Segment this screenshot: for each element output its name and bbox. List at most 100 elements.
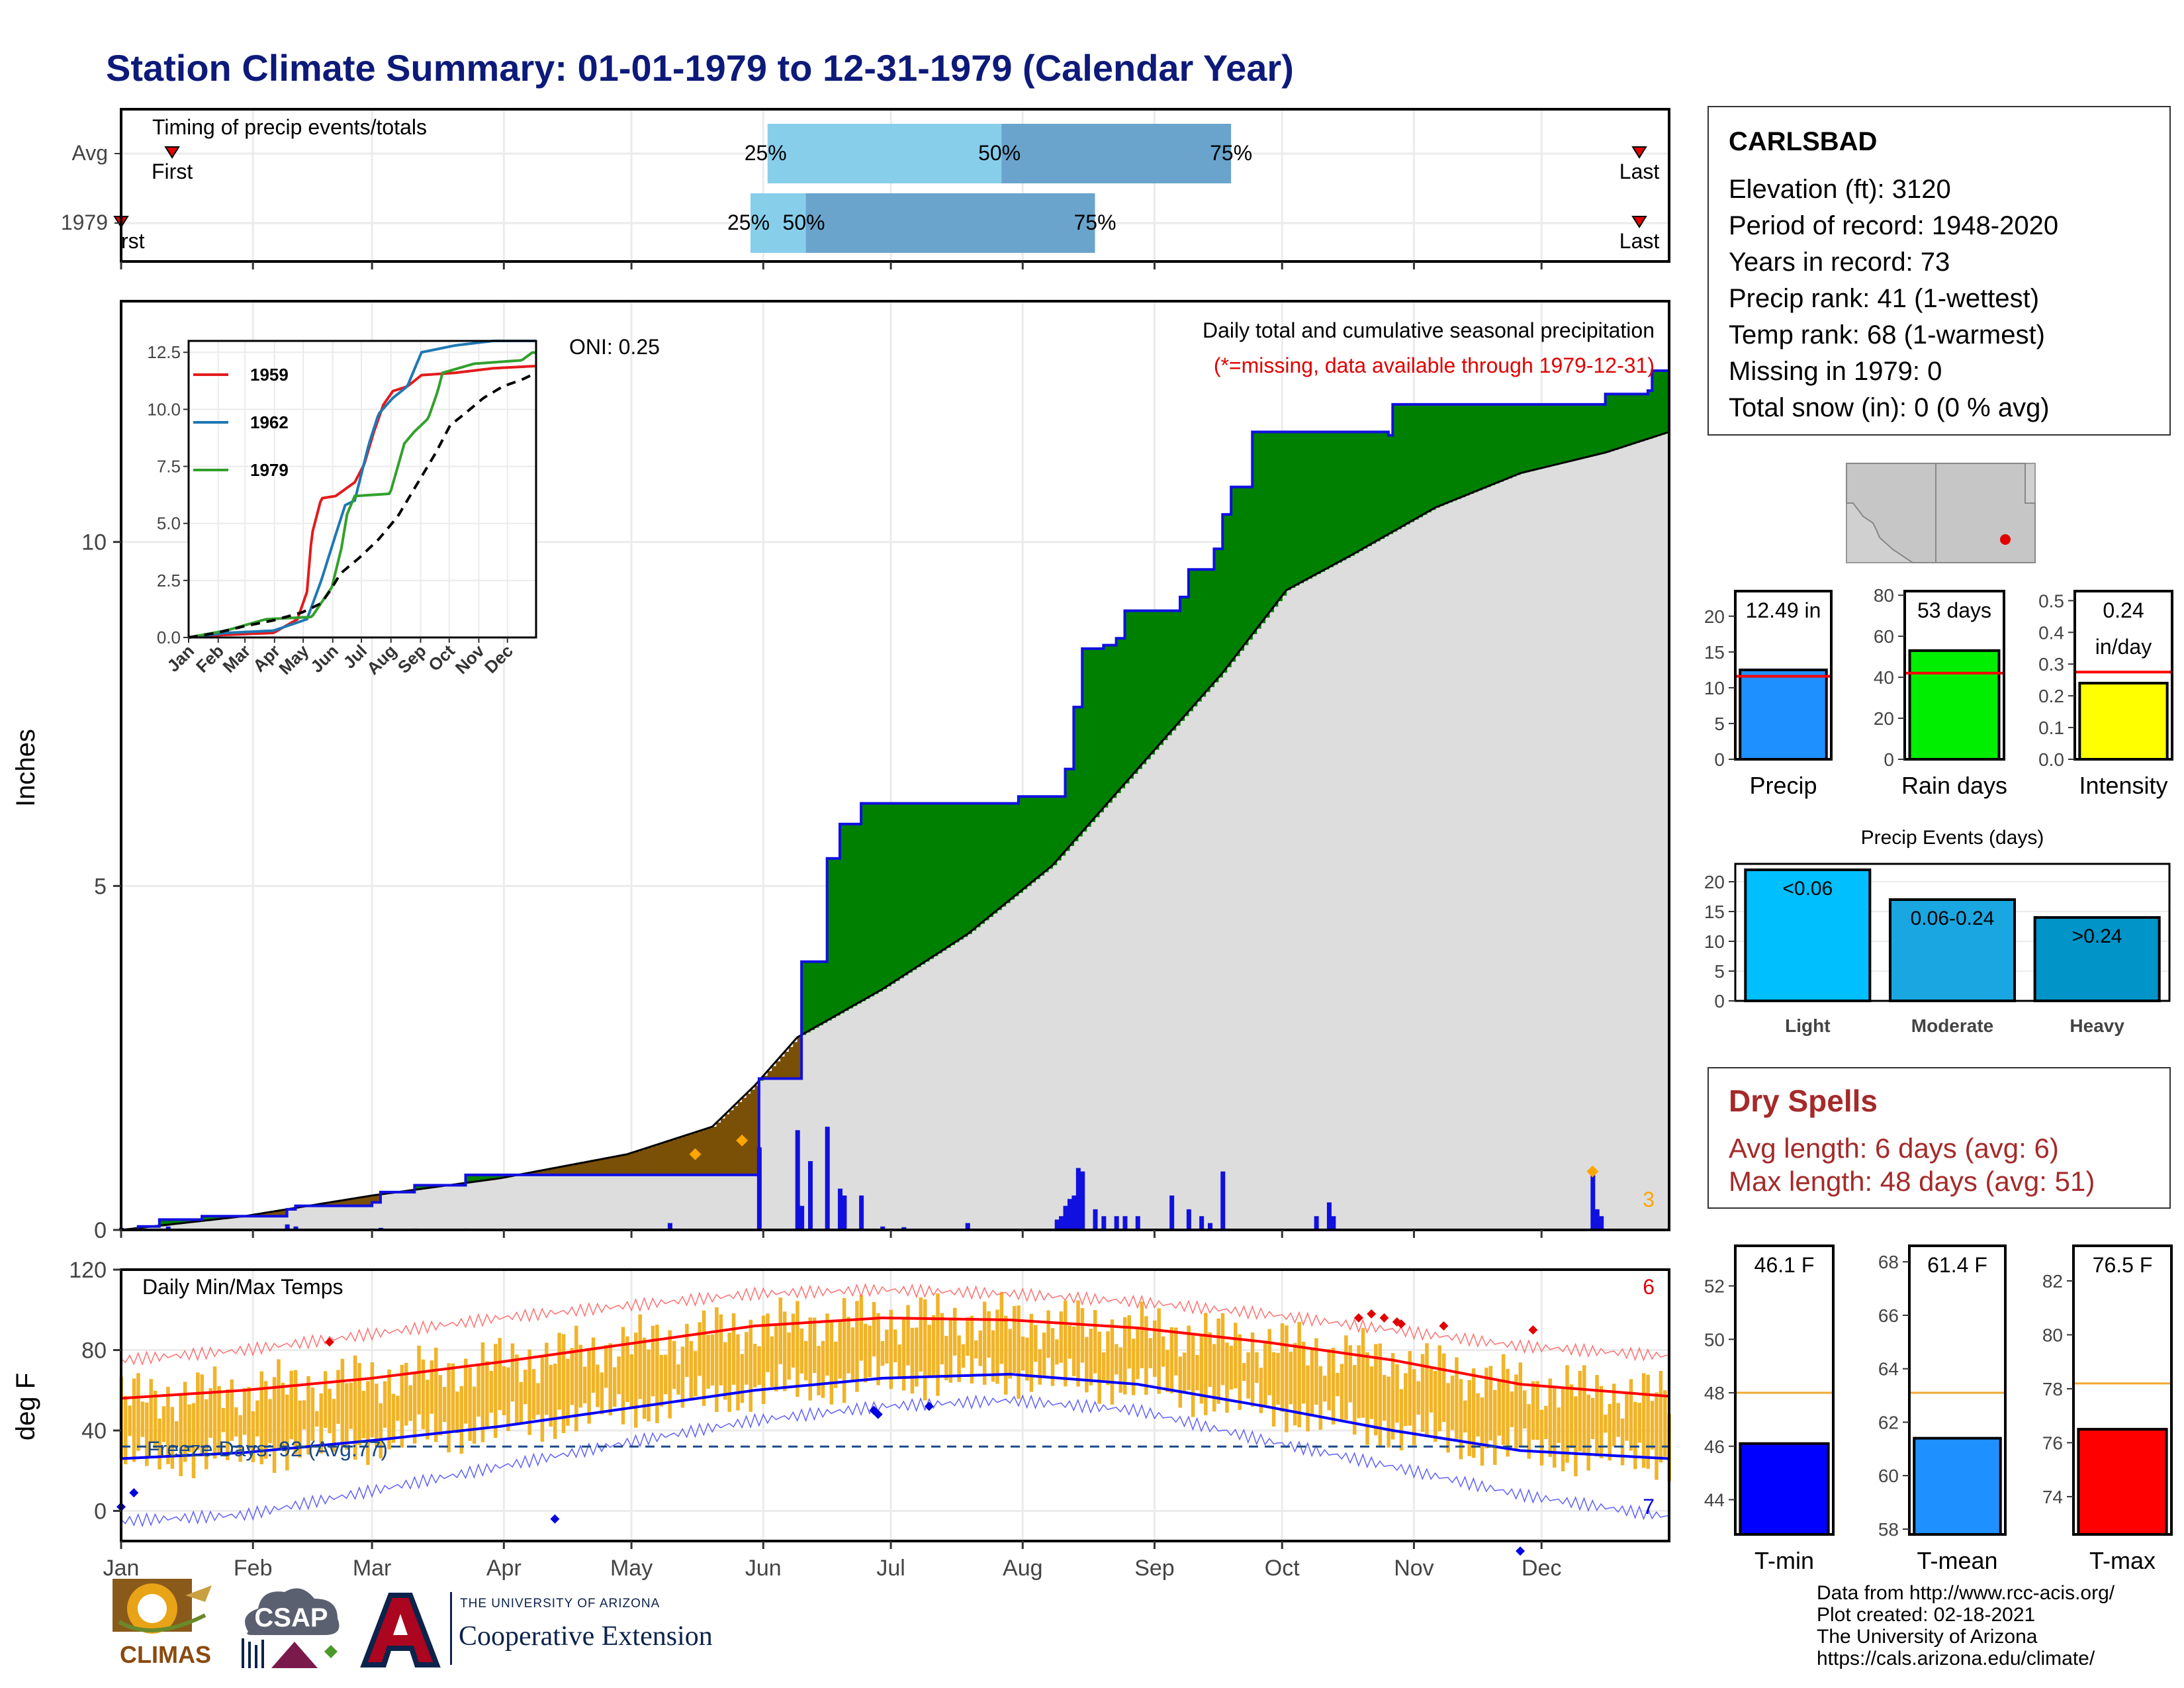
deficit-band bbox=[614, 1156, 619, 1175]
credits: Data from http://www.rcc-acis.org/ Plot … bbox=[1817, 1582, 2115, 1669]
daily-temp-range-bar bbox=[948, 1318, 953, 1383]
surplus-band bbox=[1298, 432, 1304, 584]
surplus-band bbox=[1222, 514, 1228, 673]
events-y-tick-label: 15 bbox=[1704, 902, 1725, 922]
surplus-band bbox=[1061, 796, 1066, 856]
daily-temp-range-bar bbox=[510, 1343, 515, 1402]
temps-y-tick-label: 80 bbox=[81, 1338, 107, 1363]
daily-temp-range-bar bbox=[1463, 1400, 1467, 1433]
daily-temp-range-bar bbox=[498, 1338, 502, 1411]
daily-temp-range-bar bbox=[952, 1307, 957, 1356]
daily-temp-range-bar bbox=[774, 1324, 778, 1391]
daily-temp-range-bar bbox=[1115, 1344, 1118, 1375]
surplus-band bbox=[1175, 610, 1181, 726]
surplus-band bbox=[1095, 648, 1100, 818]
tmin_bar-y-tick-label: 52 bbox=[1704, 1276, 1725, 1297]
surplus-band bbox=[1545, 404, 1551, 467]
daily-temp-range-bar bbox=[944, 1336, 948, 1381]
daily-temp-range-bar bbox=[179, 1394, 183, 1477]
deficit-band bbox=[674, 1139, 679, 1175]
daily-temp-range-bar bbox=[1599, 1385, 1604, 1458]
surplus-band bbox=[1205, 569, 1210, 692]
surplus-band bbox=[852, 823, 858, 1006]
daily-temp-range-bar bbox=[876, 1313, 880, 1385]
daily-temp-range-bar bbox=[1059, 1311, 1064, 1363]
timing-label-25: 25% bbox=[745, 141, 787, 165]
tmax_bar-category-label: T-max bbox=[2089, 1547, 2156, 1574]
surplus-band bbox=[210, 1216, 215, 1220]
surplus-band bbox=[997, 803, 1002, 910]
daily-temp-range-bar bbox=[1633, 1401, 1637, 1470]
deficit-band bbox=[797, 1037, 802, 1079]
surplus-band bbox=[1367, 432, 1372, 546]
daily-temp-range-bar bbox=[791, 1313, 796, 1368]
surplus-band bbox=[423, 1185, 428, 1189]
deficit-band bbox=[661, 1143, 666, 1175]
surplus-band bbox=[1626, 394, 1631, 446]
daily-temp-range-bar bbox=[332, 1399, 336, 1452]
climatology-fill bbox=[121, 432, 1669, 1231]
surplus-band bbox=[163, 1219, 169, 1225]
timing-panel-border bbox=[120, 108, 1670, 263]
daily-precip-bar bbox=[825, 1127, 830, 1230]
surplus-band bbox=[1516, 404, 1521, 475]
surplus-band bbox=[921, 803, 926, 964]
surplus-band bbox=[1482, 404, 1487, 489]
tmean_bar-y-tick-label: 62 bbox=[1878, 1412, 1899, 1432]
deficit-band bbox=[334, 1201, 339, 1206]
credit-university: The University of Arizona bbox=[1817, 1626, 2038, 1648]
surplus-band bbox=[1639, 394, 1645, 442]
deficit-band bbox=[788, 1047, 794, 1079]
daily-temp-range-bar bbox=[1169, 1327, 1174, 1393]
temps-x-tick-label: Jul bbox=[876, 1556, 905, 1581]
daily-temp-range-bar bbox=[715, 1307, 719, 1413]
deficit-band bbox=[653, 1146, 658, 1175]
daily-temp-range-bar bbox=[880, 1340, 885, 1366]
daily-temp-range-bar bbox=[472, 1386, 477, 1444]
surplus-band bbox=[1524, 404, 1529, 473]
temps-x-tick-label: Nov bbox=[1394, 1556, 1433, 1581]
daily-temp-range-bar bbox=[864, 1323, 868, 1383]
temps-panel-border bbox=[120, 1268, 1670, 1542]
cumulative-subtitle: (*=missing, data available through 1979-… bbox=[1214, 353, 1655, 377]
daily-temp-range-bar bbox=[1165, 1350, 1169, 1392]
daily-temp-range-bar bbox=[1136, 1327, 1140, 1380]
daily-precip-bar bbox=[1208, 1223, 1213, 1230]
daily-temp-range-bar bbox=[1578, 1371, 1582, 1452]
daily-temp-range-bar bbox=[396, 1395, 400, 1421]
events-bar bbox=[2033, 916, 2161, 1002]
daily-temp-range-bar bbox=[1161, 1336, 1165, 1367]
record-high-count: 6 bbox=[1643, 1275, 1655, 1299]
daily-precip-bar bbox=[901, 1227, 907, 1230]
credit-url: https://cals.arizona.edu/climate/ bbox=[1817, 1648, 2095, 1669]
intensity-value-label-2: in/day bbox=[2095, 635, 2152, 659]
daily-temp-range-bar bbox=[812, 1317, 817, 1374]
tmin_bar-y-tick-label: 48 bbox=[1704, 1383, 1725, 1403]
surplus-band bbox=[1235, 487, 1240, 657]
daily-precip-bar bbox=[1594, 1209, 1600, 1230]
daily-temp-range-bar bbox=[1446, 1383, 1450, 1453]
daily-precip-bar bbox=[1063, 1205, 1068, 1230]
surplus-band bbox=[1324, 432, 1330, 570]
surplus-band bbox=[899, 803, 904, 978]
surplus-band bbox=[1282, 432, 1287, 596]
deficit-band bbox=[261, 1213, 267, 1217]
station-name: CARLSBAD bbox=[1729, 127, 1878, 156]
daily-temp-range-bar bbox=[391, 1393, 396, 1443]
daily-temp-range-bar bbox=[1238, 1334, 1242, 1410]
daily-temp-range-bar bbox=[1501, 1354, 1506, 1445]
surplus-band bbox=[1256, 432, 1261, 629]
surplus-band bbox=[912, 803, 917, 970]
daily-temp-range-bar bbox=[328, 1389, 332, 1434]
daily-temp-range-bar bbox=[1455, 1357, 1459, 1440]
surplus-band bbox=[1396, 404, 1402, 530]
daily-temp-range-bar bbox=[846, 1317, 850, 1374]
temps-x-tick-label: May bbox=[610, 1556, 653, 1581]
dry-spells-box: Dry Spells Avg length: 6 days (avg: 6) M… bbox=[1707, 1067, 2171, 1209]
surplus-band bbox=[1550, 404, 1555, 466]
surplus-band bbox=[963, 803, 968, 937]
tmin_bar-y-tick-label: 50 bbox=[1704, 1329, 1725, 1350]
daily-temp-range-bar bbox=[217, 1385, 221, 1454]
daily-temp-range-bar bbox=[1182, 1352, 1187, 1393]
daily-temp-range-bar bbox=[1459, 1379, 1463, 1460]
